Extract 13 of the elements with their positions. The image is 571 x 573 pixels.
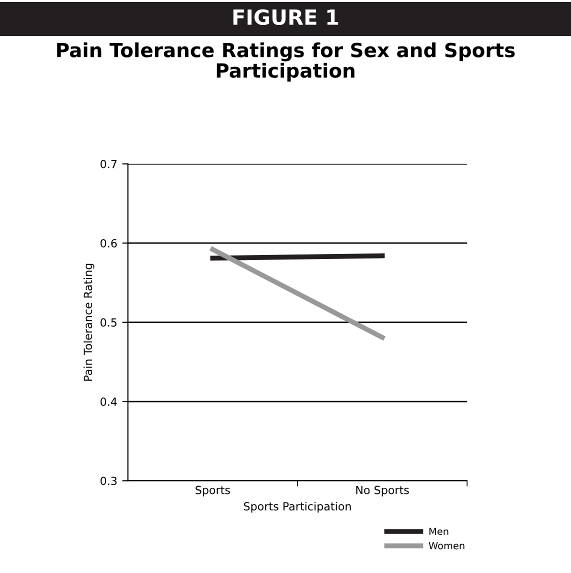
x-tick-label: Sports: [196, 486, 230, 496]
legend-label: Women: [428, 542, 464, 550]
y-tick-label: 0.3: [100, 476, 117, 486]
y-tick-label: 0.7: [100, 160, 117, 168]
y-tick-label: 0.4: [100, 398, 117, 406]
y-tick-label: 0.5: [100, 318, 117, 327]
y-axis-title: Pain Tolerance Rating: [84, 264, 94, 381]
chart-subtitle: Pain Tolerance Ratings for Sex and Sports Participation: [57, 42, 515, 82]
x-tick-label: No Sports: [356, 486, 409, 496]
chart-title: FIGURE 1: [233, 9, 338, 26]
y-tick-label: 0.6: [100, 239, 117, 248]
x-axis-title: Sports Participation: [244, 502, 351, 513]
legend-label: Men: [429, 528, 448, 536]
